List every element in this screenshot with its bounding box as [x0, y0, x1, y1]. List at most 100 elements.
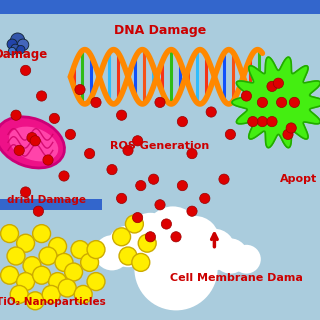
Circle shape: [219, 174, 229, 184]
Circle shape: [17, 234, 35, 252]
Text: Cell Membrane Dama: Cell Membrane Dama: [170, 273, 303, 284]
Circle shape: [17, 39, 29, 51]
Text: drial Damage: drial Damage: [7, 195, 86, 205]
Circle shape: [161, 219, 172, 229]
Circle shape: [286, 123, 296, 133]
Circle shape: [65, 263, 83, 281]
Circle shape: [11, 44, 20, 53]
Circle shape: [241, 91, 252, 101]
Circle shape: [113, 228, 131, 246]
Circle shape: [107, 226, 149, 267]
Circle shape: [194, 229, 235, 270]
Circle shape: [26, 292, 44, 310]
Circle shape: [39, 247, 57, 265]
Circle shape: [276, 97, 287, 108]
Circle shape: [30, 136, 40, 146]
Circle shape: [225, 129, 236, 140]
Circle shape: [59, 171, 69, 181]
Circle shape: [132, 212, 143, 223]
Circle shape: [257, 97, 268, 108]
Circle shape: [33, 225, 51, 243]
Circle shape: [55, 253, 73, 271]
Circle shape: [75, 84, 85, 95]
Circle shape: [27, 132, 37, 143]
Circle shape: [71, 241, 89, 259]
Circle shape: [43, 155, 53, 165]
Circle shape: [116, 110, 127, 120]
Circle shape: [84, 148, 95, 159]
Circle shape: [65, 129, 76, 140]
Circle shape: [126, 213, 174, 261]
Circle shape: [33, 206, 44, 216]
Circle shape: [91, 97, 101, 108]
Circle shape: [148, 174, 159, 184]
Circle shape: [107, 164, 117, 175]
Circle shape: [171, 232, 181, 242]
Circle shape: [177, 180, 188, 191]
Circle shape: [283, 129, 293, 140]
Circle shape: [20, 65, 31, 76]
Circle shape: [49, 113, 60, 124]
Circle shape: [1, 266, 19, 284]
Circle shape: [155, 200, 165, 210]
Circle shape: [145, 232, 156, 242]
Ellipse shape: [0, 117, 65, 168]
Circle shape: [267, 116, 277, 127]
Circle shape: [11, 33, 25, 47]
Circle shape: [155, 97, 165, 108]
Circle shape: [171, 216, 219, 264]
Circle shape: [125, 215, 143, 233]
Circle shape: [87, 273, 105, 291]
Circle shape: [11, 110, 21, 120]
Circle shape: [146, 206, 200, 261]
Circle shape: [20, 187, 31, 197]
Circle shape: [116, 193, 127, 204]
Circle shape: [33, 266, 51, 284]
Text: Apopt: Apopt: [280, 174, 317, 184]
Circle shape: [74, 285, 92, 303]
Circle shape: [289, 97, 300, 108]
Circle shape: [232, 245, 261, 274]
Ellipse shape: [9, 127, 58, 161]
Circle shape: [177, 116, 188, 127]
Circle shape: [23, 257, 41, 275]
Circle shape: [257, 116, 268, 127]
Circle shape: [7, 39, 17, 49]
Circle shape: [132, 253, 150, 271]
Circle shape: [36, 91, 47, 101]
Circle shape: [213, 238, 248, 274]
Circle shape: [10, 285, 28, 303]
Circle shape: [49, 237, 67, 255]
Circle shape: [248, 116, 258, 127]
Circle shape: [273, 78, 284, 88]
Circle shape: [81, 253, 99, 271]
Text: DNA Damage: DNA Damage: [114, 24, 206, 37]
Circle shape: [132, 136, 143, 146]
Circle shape: [206, 107, 216, 117]
Text: TiO₂ Nanoparticles: TiO₂ Nanoparticles: [0, 297, 106, 308]
Polygon shape: [232, 57, 320, 148]
Circle shape: [123, 145, 133, 156]
Circle shape: [17, 273, 35, 291]
Circle shape: [94, 235, 130, 270]
Circle shape: [58, 279, 76, 297]
Bar: [0, 199, 102, 210]
Circle shape: [138, 234, 156, 252]
Text: Damage: Damage: [0, 48, 48, 61]
Circle shape: [42, 285, 60, 303]
Circle shape: [8, 47, 16, 55]
Circle shape: [200, 193, 210, 204]
Circle shape: [187, 148, 197, 159]
Circle shape: [7, 247, 25, 265]
Circle shape: [267, 81, 277, 92]
Circle shape: [87, 241, 105, 259]
Circle shape: [49, 273, 67, 291]
Text: ROS Generation: ROS Generation: [110, 140, 210, 151]
Circle shape: [17, 45, 25, 54]
Circle shape: [14, 145, 24, 156]
Circle shape: [119, 247, 137, 265]
Circle shape: [1, 225, 19, 243]
Bar: [0, 0, 320, 14]
Circle shape: [134, 227, 218, 310]
Circle shape: [136, 180, 146, 191]
